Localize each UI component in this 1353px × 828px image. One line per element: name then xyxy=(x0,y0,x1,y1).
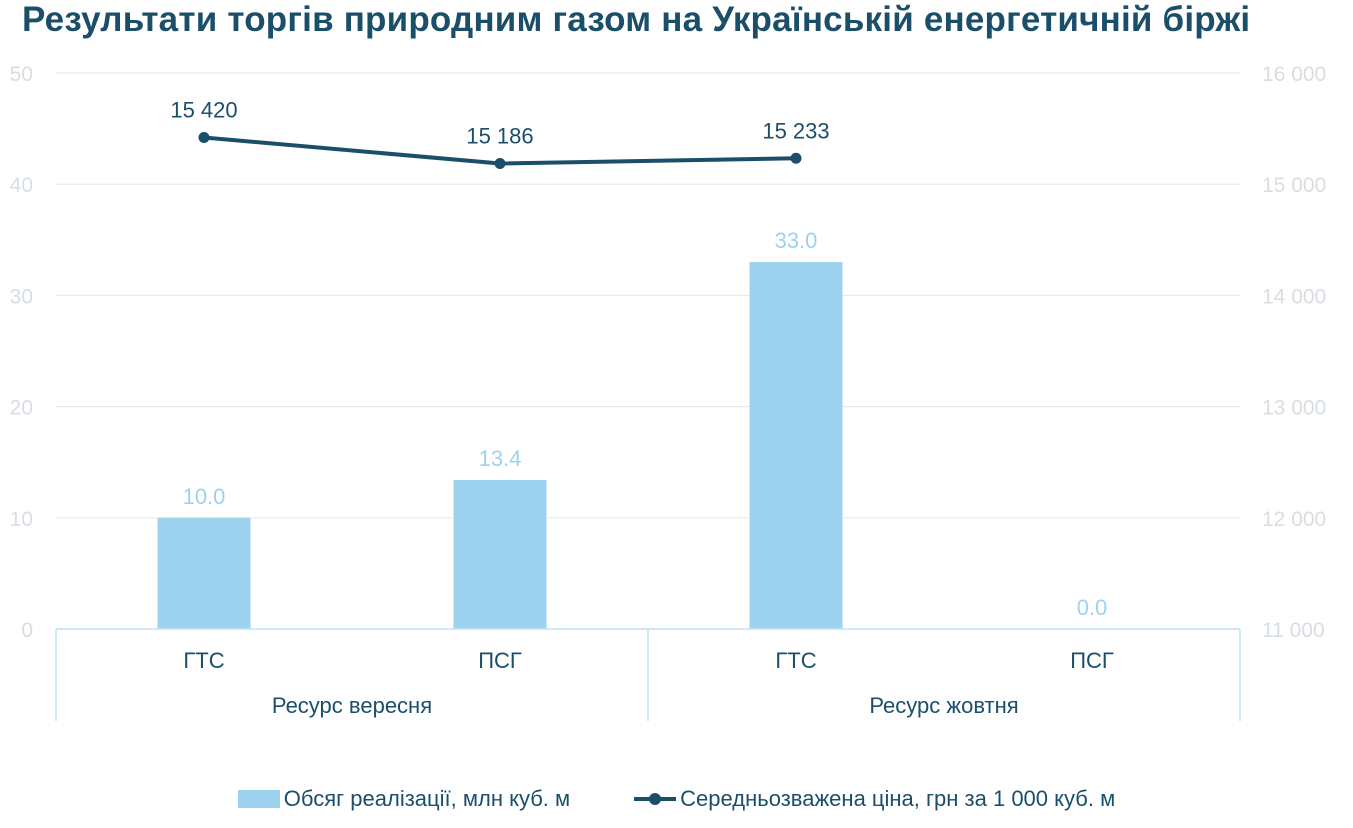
y-right-tick-label: 13 000 xyxy=(1262,397,1326,420)
chart-title: Результати торгів природним газом на Укр… xyxy=(22,0,1251,39)
price-point xyxy=(790,152,802,164)
x-group-label: Ресурс жовтня xyxy=(869,693,1018,718)
chart: 0 10 20 30 40 50 11 000 12 000 13 000 14 000 15 00… xyxy=(10,63,1326,721)
y-right-tick-label: 11 000 xyxy=(1262,619,1325,642)
y-right-tick-label: 16 000 xyxy=(1262,63,1326,86)
x-category-label: ГТС xyxy=(775,648,816,673)
y-left-tick-label: 10 xyxy=(10,508,33,531)
price-point xyxy=(198,131,210,143)
chart-legend: Обсяг реалізації, млн куб. м Середньозва… xyxy=(0,786,1353,812)
bar-data-label: 10.0 xyxy=(183,484,226,509)
x-category-label: ПСГ xyxy=(1070,648,1114,673)
x-category-label: ГТС xyxy=(183,648,224,673)
price-data-label: 15 186 xyxy=(466,124,533,149)
bar-data-label: 13.4 xyxy=(479,446,522,471)
y-left-tick-label: 50 xyxy=(10,63,33,86)
bar-data-label: 0.0 xyxy=(1077,595,1108,620)
y-left-tick-label: 20 xyxy=(10,397,33,420)
x-group-label: Ресурс вересня xyxy=(272,693,432,718)
bar-data-label: 33.0 xyxy=(775,228,818,253)
price-data-label: 15 233 xyxy=(762,118,829,143)
bar xyxy=(749,262,843,629)
legend-swatch-line xyxy=(634,790,677,808)
y-right-tick-label: 15 000 xyxy=(1262,174,1326,197)
y-left-tick-label: 0 xyxy=(21,619,33,642)
y-right-tick-label: 14 000 xyxy=(1262,285,1326,308)
x-category-label: ПСГ xyxy=(478,648,522,673)
price-point xyxy=(494,158,506,170)
legend-item-volume: Обсяг реалізації, млн куб. м xyxy=(237,786,571,812)
legend-label-volume: Обсяг реалізації, млн куб. м xyxy=(283,786,571,811)
bar xyxy=(453,479,547,629)
legend-item-price: Середньозважена ціна, грн за 1 000 куб. … xyxy=(634,786,1115,812)
y-right-tick-label: 12 000 xyxy=(1262,508,1326,531)
price-data-label: 15 420 xyxy=(170,97,237,122)
y-left-tick-label: 40 xyxy=(10,174,33,197)
legend-swatch-bar xyxy=(237,790,280,808)
legend-label-price: Середньозважена ціна, грн за 1 000 куб. … xyxy=(680,786,1116,811)
y-left-tick-label: 30 xyxy=(10,285,33,308)
bar xyxy=(157,517,251,629)
